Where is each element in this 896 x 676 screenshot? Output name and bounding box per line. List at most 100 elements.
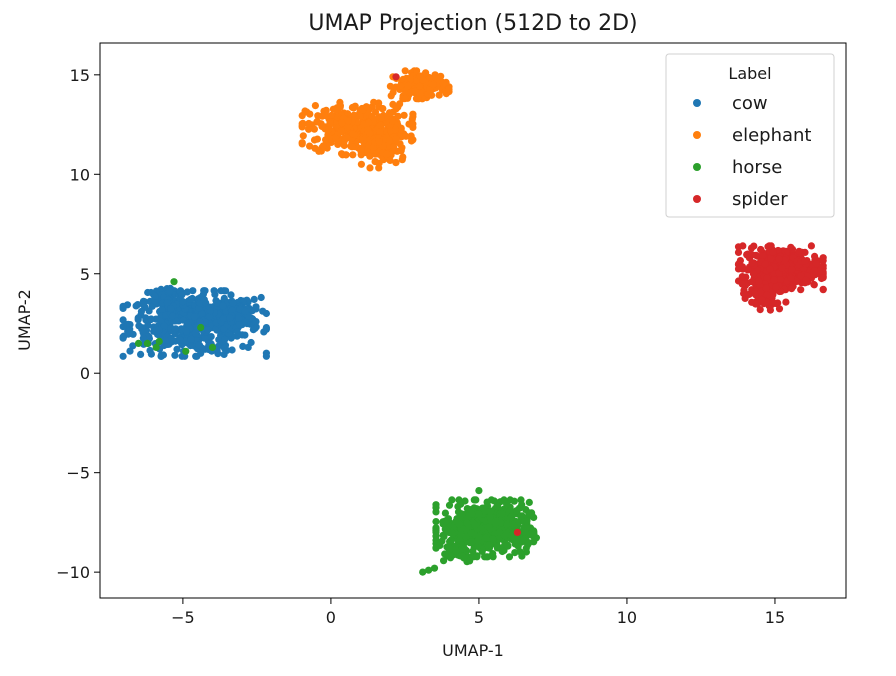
scatter-point bbox=[375, 138, 383, 146]
scatter-point bbox=[356, 112, 364, 120]
legend-frame bbox=[665, 53, 835, 218]
chart-title: UMAP Projection (512D to 2D) bbox=[308, 11, 637, 36]
scatter-point bbox=[503, 500, 511, 508]
scatter-point bbox=[189, 287, 197, 295]
scatter-point bbox=[171, 325, 179, 333]
scatter-point bbox=[241, 331, 249, 339]
scatter-point bbox=[819, 286, 827, 294]
scatter-point bbox=[386, 156, 394, 164]
x-tick-label: 15 bbox=[765, 608, 785, 627]
scatter-point bbox=[147, 350, 155, 358]
scatter-point bbox=[526, 530, 534, 539]
scatter-point bbox=[222, 287, 230, 295]
scatter-point bbox=[348, 143, 356, 151]
scatter-point bbox=[523, 517, 531, 525]
scatter-point bbox=[802, 276, 810, 284]
scatter-point bbox=[252, 318, 260, 326]
scatter-point bbox=[208, 343, 217, 351]
scatter-point bbox=[764, 243, 772, 251]
scatter-point bbox=[522, 544, 530, 552]
scatter-point bbox=[748, 259, 756, 267]
scatter-point bbox=[340, 137, 348, 145]
scatter-point bbox=[168, 335, 176, 343]
scatter-point bbox=[739, 242, 747, 250]
scatter-point bbox=[738, 273, 746, 281]
scatter-point bbox=[200, 296, 208, 304]
scatter-point bbox=[257, 293, 265, 302]
legend-label-spider: spider bbox=[732, 189, 788, 210]
scatter-point bbox=[368, 113, 376, 121]
scatter-point bbox=[306, 110, 314, 118]
scatter-point bbox=[452, 547, 460, 555]
scatter-point bbox=[458, 510, 466, 518]
scatter-point bbox=[129, 342, 137, 350]
scatter-point bbox=[744, 266, 752, 274]
series-elephant bbox=[298, 67, 453, 172]
scatter-point bbox=[119, 352, 127, 360]
scatter-point bbox=[319, 142, 327, 150]
scatter-point bbox=[787, 274, 795, 282]
scatter-point bbox=[740, 289, 748, 298]
scatter-point bbox=[337, 127, 345, 135]
scatter-point bbox=[807, 242, 816, 250]
scatter-point bbox=[426, 86, 434, 94]
scatter-point bbox=[495, 529, 504, 537]
scatter-point bbox=[383, 150, 391, 158]
series-cow bbox=[119, 284, 270, 360]
scatter-point bbox=[342, 151, 350, 159]
scatter-point bbox=[441, 509, 449, 517]
scatter-point bbox=[455, 520, 463, 528]
scatter-point bbox=[475, 510, 483, 518]
scatter-point bbox=[143, 339, 151, 347]
y-tick-label: −10 bbox=[56, 563, 90, 582]
series-horse bbox=[134, 278, 541, 576]
scatter-point bbox=[432, 518, 440, 526]
scatter-point bbox=[394, 112, 402, 120]
scatter-point bbox=[139, 300, 148, 308]
scatter-point bbox=[142, 314, 150, 322]
scatter-point bbox=[262, 324, 270, 332]
scatter-point bbox=[763, 291, 771, 299]
scatter-point bbox=[409, 110, 417, 118]
plot-frame bbox=[99, 42, 847, 599]
scatter-point bbox=[517, 512, 525, 520]
scatter-point bbox=[407, 137, 416, 145]
scatter-point bbox=[397, 147, 405, 155]
scatter-point bbox=[399, 153, 407, 161]
scatter-point bbox=[429, 80, 437, 88]
y-tick-label: 15 bbox=[70, 66, 90, 85]
scatter-point bbox=[310, 125, 318, 133]
scatter-point bbox=[462, 525, 470, 533]
scatter-point bbox=[747, 244, 756, 252]
scatter-point bbox=[366, 130, 374, 138]
scatter-point bbox=[221, 335, 229, 344]
scatter-point bbox=[435, 91, 443, 99]
scatter-point bbox=[744, 250, 752, 258]
scatter-point bbox=[204, 326, 212, 334]
scatter-point bbox=[182, 327, 190, 335]
scatter-point bbox=[756, 288, 765, 296]
series-spider bbox=[392, 73, 827, 537]
scatter-point bbox=[532, 534, 541, 542]
scatter-point bbox=[318, 122, 326, 131]
scatter-point bbox=[738, 280, 746, 288]
scatter-point bbox=[129, 330, 137, 338]
scatter-point bbox=[413, 67, 421, 75]
legend-label-horse: horse bbox=[732, 157, 782, 178]
scatter-point bbox=[262, 309, 270, 318]
scatter-point bbox=[810, 267, 819, 275]
scatter-point bbox=[766, 306, 775, 314]
scatter-point bbox=[173, 345, 181, 353]
y-tick-label: −5 bbox=[66, 464, 90, 483]
scatter-point bbox=[810, 280, 818, 289]
scatter-point bbox=[767, 255, 775, 263]
x-axis-label: UMAP-1 bbox=[442, 641, 504, 660]
scatter-point bbox=[338, 119, 346, 127]
scatter-point bbox=[126, 347, 134, 355]
scatter-point bbox=[151, 292, 159, 300]
legend: Label cow elephant horse spider bbox=[665, 53, 835, 218]
scatter-point bbox=[490, 497, 498, 505]
scatter-point bbox=[190, 313, 199, 321]
scatter-point bbox=[440, 532, 448, 541]
scatter-point bbox=[456, 536, 464, 544]
